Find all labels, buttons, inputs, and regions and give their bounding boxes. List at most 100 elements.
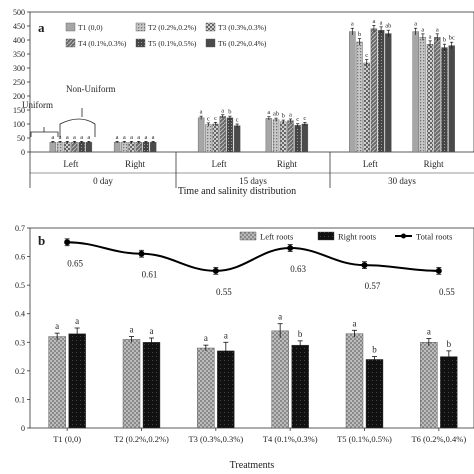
panel-a-bar xyxy=(426,44,434,153)
panel-b-legend-swatch xyxy=(317,231,335,241)
panel-a-bar xyxy=(49,141,57,153)
panel-b-legend: Left roots Right roots Total roots xyxy=(239,231,452,242)
panel-a-bar xyxy=(434,37,441,153)
panel-a-bar xyxy=(441,47,448,153)
panel-a-legend-label: T1 (0,0) xyxy=(78,23,103,32)
panel-a-side-label: Left xyxy=(63,159,78,169)
panel-b-significance-letter: a xyxy=(150,326,154,336)
panel-b-frame xyxy=(29,227,474,429)
panel-b-x-title: Treatments xyxy=(230,460,275,471)
panel-b-bar xyxy=(122,339,141,429)
panel-a-y-tick-label: 400 xyxy=(13,36,25,45)
panel-a-significance-letter: c xyxy=(303,115,306,122)
panel-b-total-point xyxy=(435,267,442,274)
panel-a-y-tick-label: 350 xyxy=(13,50,25,59)
panel-a-bar xyxy=(385,33,392,153)
panel-b-significance-letter: a xyxy=(204,333,208,343)
panel-b: b 0 0.1 0.2 0.3 0.4 0.5 0.6 0.7 a a a a a a a a a b b b 0.… xyxy=(15,224,474,471)
panel-b-significance-letter: b xyxy=(447,339,452,349)
panel-b-bars: a a a a a a a a a b b b xyxy=(48,312,458,429)
panel-a-legend-label: T6 (0.2%,0.4%) xyxy=(218,39,267,48)
panel-a-significance-letter: b xyxy=(228,109,231,116)
panel-b-total-value-label: 0.55 xyxy=(439,287,455,297)
panel-a-significance-letter: a xyxy=(429,33,432,40)
panel-b-legend-label: Left roots xyxy=(260,232,293,242)
panel-a-bar xyxy=(280,121,287,153)
panel-a-significance-letter: a xyxy=(66,134,69,141)
panel-b-category-label: T2 (0.2%,0.2%) xyxy=(114,434,169,444)
non-uniform-bracket xyxy=(59,118,96,137)
uniform-annotation: Uniform Non-Uniform xyxy=(22,84,116,137)
panel-b-bar xyxy=(440,356,458,429)
panel-a-bar xyxy=(356,41,363,153)
panel-a-bar xyxy=(149,141,157,153)
panel-a-y-tick-label: 200 xyxy=(13,92,25,101)
panel-a-significance-letter: a xyxy=(51,134,54,141)
panel-a-significance-letter: c xyxy=(236,117,239,124)
panel-b-bar xyxy=(142,342,161,429)
panel-a-significance-letter: a xyxy=(116,134,119,141)
panel-a-significance-letter: a xyxy=(351,21,354,28)
panel-a-bar xyxy=(71,141,78,153)
panel-b-y-tick-label: 0.5 xyxy=(15,281,25,290)
panel-a-frame xyxy=(29,11,474,153)
panel-a-time-label: 0 day xyxy=(93,176,113,186)
panel-b-y-tick-label: 0.1 xyxy=(15,395,25,404)
panel-a-significance-letter: bc xyxy=(449,35,455,42)
panel-b-bar xyxy=(68,333,86,429)
panel-a-significance-letter: a xyxy=(289,111,292,118)
panel-a-bar xyxy=(301,123,309,153)
panel-b-legend-label: Total roots xyxy=(416,232,452,242)
panel-a-bar xyxy=(78,141,85,153)
panel-a-side-label: Left xyxy=(363,159,378,169)
panel-a-significance-letter: b xyxy=(443,37,446,44)
panel-b-significance-letter: b xyxy=(298,329,303,339)
panel-a-bar xyxy=(287,120,294,153)
panel-a-legend-swatch xyxy=(135,22,146,32)
panel-a-significance-letter: a xyxy=(123,134,126,141)
panel-b-total-curve xyxy=(67,241,439,272)
panel-a-legend-swatch xyxy=(65,22,76,32)
panel-b-bar xyxy=(271,330,289,429)
panel-b-total-value-label: 0.55 xyxy=(216,287,232,297)
panel-a-significance-letter: a xyxy=(137,134,140,141)
panel-b-y-tick-label: 0 xyxy=(21,424,25,433)
panel-b-significance-letter: a xyxy=(75,316,79,326)
panel-b-total-value-label: 0.57 xyxy=(365,281,381,291)
panel-a-significance-letter: a xyxy=(80,134,83,141)
panel-b-y-tick-label: 0.6 xyxy=(15,253,25,262)
panel-a-bar xyxy=(412,31,419,153)
panel-a-y-tick-label: 450 xyxy=(13,22,25,31)
panel-b-total-point xyxy=(361,262,368,269)
panel-a-significance-letter: a xyxy=(414,21,417,28)
panel-b-category-label: T6 (0.2%,0.4%) xyxy=(411,434,466,444)
panel-a-bar xyxy=(142,141,150,153)
panel-b-significance-letter: a xyxy=(278,312,282,322)
panel-a-y-tick-label: 250 xyxy=(13,78,25,87)
panel-b-legend-swatch xyxy=(239,231,257,241)
panel-a-side-label: Right xyxy=(424,159,445,169)
panel-a-significance-letter: c xyxy=(365,52,368,59)
panel-a-y-tick-label: 0 xyxy=(21,148,25,157)
panel-b-total-point xyxy=(212,267,219,274)
panel-b-total-point xyxy=(287,245,294,251)
panel-b-bar xyxy=(48,336,66,429)
panel-a-bar xyxy=(349,31,356,153)
panel-b-bar xyxy=(345,333,364,429)
panel-b-legend-marker xyxy=(401,233,406,239)
panel-a-bar xyxy=(377,30,385,153)
panel-a-bar xyxy=(265,118,273,153)
panel-b-significance-letter: a xyxy=(353,318,357,328)
panel-a-significance-letter: a xyxy=(152,134,155,141)
panel-a-side-label: Right xyxy=(125,159,146,169)
panel-a-bar xyxy=(128,141,135,153)
panel-a-significance-letter: a xyxy=(144,134,147,141)
panel-b-label: b xyxy=(38,233,45,248)
panel-a-significance-letter: a xyxy=(267,109,270,116)
panel-a-y-tick-label: 500 xyxy=(13,8,25,17)
panel-a-significance-letter: a xyxy=(436,26,439,33)
panel-b-y-tick-label: 0.4 xyxy=(15,310,25,319)
panel-a-significance-letter: b xyxy=(358,31,361,38)
